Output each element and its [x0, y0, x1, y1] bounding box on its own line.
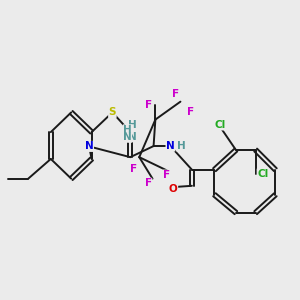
Text: F: F	[163, 170, 170, 180]
Text: Cl: Cl	[257, 169, 269, 179]
Text: F: F	[145, 178, 152, 188]
Text: O: O	[169, 184, 178, 194]
Text: H: H	[123, 124, 132, 135]
Text: S: S	[109, 107, 116, 117]
Text: Cl: Cl	[215, 120, 226, 130]
Text: F: F	[130, 164, 137, 174]
Text: F: F	[187, 107, 194, 117]
Text: H: H	[177, 141, 185, 151]
Text: N: N	[166, 141, 175, 151]
Text: N: N	[85, 141, 94, 152]
Text: F: F	[146, 100, 152, 110]
Text: F: F	[172, 89, 178, 99]
Text: H
N: H N	[128, 120, 136, 142]
Text: N: N	[123, 133, 132, 142]
